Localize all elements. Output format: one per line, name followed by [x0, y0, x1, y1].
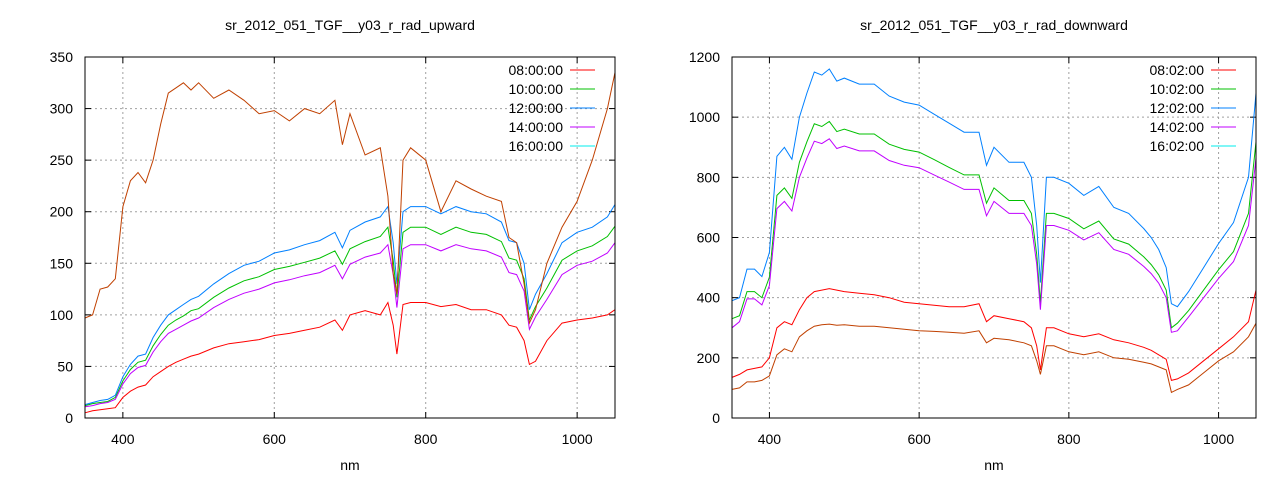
legend-label: 10:00:00	[509, 81, 564, 97]
series-line-080000	[84, 301, 616, 414]
series-line-100200	[731, 120, 1257, 329]
legend-label: 12:02:00	[1150, 100, 1205, 116]
chart-title: sr_2012_051_TGF__y03_r_rad_downward	[860, 17, 1128, 33]
y-tick-label: 300	[50, 101, 74, 117]
y-tick-label: 100	[50, 307, 74, 323]
y-tick-label: 200	[697, 350, 721, 366]
x-tick-label: 600	[907, 431, 931, 447]
series-line-160200	[731, 322, 1257, 394]
legend-label: 14:00:00	[509, 119, 564, 135]
x-tick-label: 400	[758, 431, 782, 447]
legend-label: 16:02:00	[1150, 138, 1205, 154]
legend-label: 08:02:00	[1150, 62, 1205, 78]
x-tick-label: 1000	[1203, 431, 1234, 447]
y-tick-label: 1000	[689, 109, 720, 125]
chart-title: sr_2012_051_TGF__y03_r_rad_upward	[225, 17, 475, 33]
legend-label: 12:00:00	[509, 100, 564, 116]
y-tick-label: 50	[57, 358, 73, 374]
series-line-120000	[84, 204, 616, 406]
legend-label: 16:00:00	[509, 138, 564, 154]
x-tick-label: 600	[263, 431, 287, 447]
legend-label: 10:02:00	[1150, 81, 1205, 97]
legend-label: 14:02:00	[1150, 119, 1205, 135]
series-line-160000	[84, 72, 616, 325]
y-tick-label: 200	[50, 204, 74, 220]
x-axis-label: nm	[340, 457, 359, 473]
plot-frame	[731, 56, 1257, 419]
x-tick-label: 800	[414, 431, 438, 447]
y-tick-label: 400	[697, 290, 721, 306]
y-tick-label: 600	[697, 230, 721, 246]
x-axis-label: nm	[984, 457, 1003, 473]
series-line-140000	[84, 242, 616, 408]
y-tick-label: 150	[50, 255, 74, 271]
series-line-140200	[731, 138, 1257, 333]
plot-frame	[84, 56, 616, 419]
x-tick-label: 400	[111, 431, 135, 447]
y-tick-label: 350	[50, 49, 74, 65]
y-tick-label: 800	[697, 169, 721, 185]
x-tick-label: 1000	[562, 431, 593, 447]
y-tick-label: 0	[65, 410, 73, 426]
y-tick-label: 250	[50, 152, 74, 168]
y-tick-label: 1200	[689, 49, 720, 65]
y-tick-label: 0	[712, 410, 720, 426]
series-line-120200	[731, 68, 1257, 308]
series-line-080200	[731, 288, 1257, 382]
legend-label: 08:00:00	[509, 62, 564, 78]
x-tick-label: 800	[1057, 431, 1081, 447]
